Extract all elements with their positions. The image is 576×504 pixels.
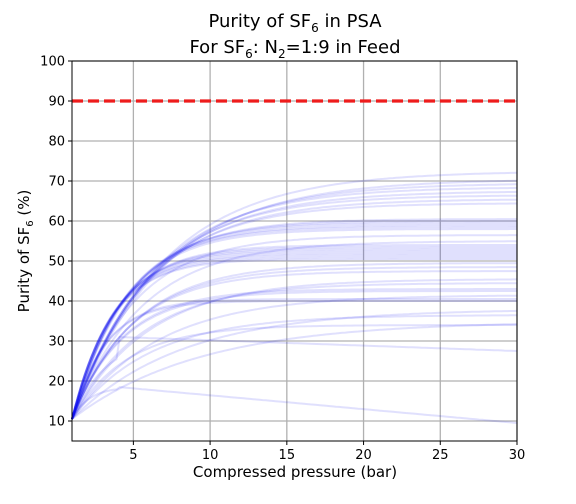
y-tick-label: 30 — [48, 335, 65, 350]
y-axis-ticks: 10 20 30 40 50 60 70 80 90 100 — [40, 55, 72, 430]
purity-curve — [71, 186, 518, 420]
purity-curve — [71, 294, 517, 420]
x-axis-ticks: 5 10 15 20 25 30 — [129, 441, 525, 463]
purity-curve — [71, 202, 517, 420]
purity-curve — [71, 240, 517, 420]
purity-curve — [71, 323, 518, 420]
purity-curve — [71, 183, 517, 420]
purity-curve — [71, 309, 518, 420]
y-tick-label: 20 — [48, 375, 65, 390]
purity-curve — [71, 266, 517, 420]
purity-curve — [71, 194, 517, 420]
purity-curve — [71, 300, 517, 420]
purity-curve — [71, 290, 517, 420]
x-tick-label: 20 — [355, 448, 372, 463]
purity-curve — [71, 224, 517, 420]
x-tick-label: 30 — [509, 448, 526, 463]
x-tick-label: 25 — [432, 448, 449, 463]
purity-curve — [71, 258, 517, 420]
purity-curve — [71, 254, 517, 420]
y-tick-label: 50 — [48, 255, 65, 270]
y-tick-label: 70 — [48, 175, 65, 190]
purity-curve — [71, 252, 517, 420]
purity-curve — [71, 246, 517, 420]
purity-curve — [71, 244, 517, 420]
y-tick-label: 40 — [48, 295, 65, 310]
y-axis-label: Purity of SF6 (%) — [15, 190, 36, 313]
purity-curve — [71, 220, 517, 420]
purity-curve — [71, 228, 517, 420]
purity-curve — [71, 198, 517, 420]
purity-curve — [71, 218, 517, 420]
purity-curve — [71, 248, 517, 420]
x-tick-label: 5 — [129, 448, 137, 463]
chart-title-line-1: Purity of SF6 in PSA — [208, 11, 382, 35]
purity-curve — [71, 282, 517, 420]
x-axis-label: Compressed pressure (bar) — [193, 463, 397, 481]
purity-curve — [71, 314, 517, 420]
purity-curve — [71, 386, 518, 424]
purity-curve — [71, 262, 518, 420]
purity-curve — [71, 270, 517, 420]
purity-curve — [71, 288, 517, 420]
x-tick-label: 10 — [202, 448, 219, 463]
purity-curve — [71, 171, 518, 420]
purity-curve — [71, 222, 517, 420]
purity-curve — [71, 226, 517, 420]
y-tick-label: 90 — [48, 95, 65, 110]
y-tick-label: 10 — [48, 415, 65, 430]
purity-curve — [71, 336, 518, 420]
purity-curve — [71, 298, 517, 420]
purity-curve — [71, 324, 517, 420]
y-tick-label: 60 — [48, 215, 65, 230]
y-tick-label: 80 — [48, 135, 65, 150]
purity-curve — [71, 234, 517, 420]
y-tick-label: 100 — [40, 55, 65, 70]
chart-title-line-2: For SF6: N2=1:9 in Feed — [189, 37, 400, 61]
purity-curve — [71, 278, 517, 420]
purity-curve — [71, 250, 517, 420]
x-tick-label: 15 — [279, 448, 296, 463]
purity-curve — [71, 190, 518, 420]
purity-curve — [71, 256, 517, 420]
purity-curves — [71, 171, 518, 424]
plot-frame — [71, 60, 518, 442]
purity-curve — [71, 179, 518, 420]
